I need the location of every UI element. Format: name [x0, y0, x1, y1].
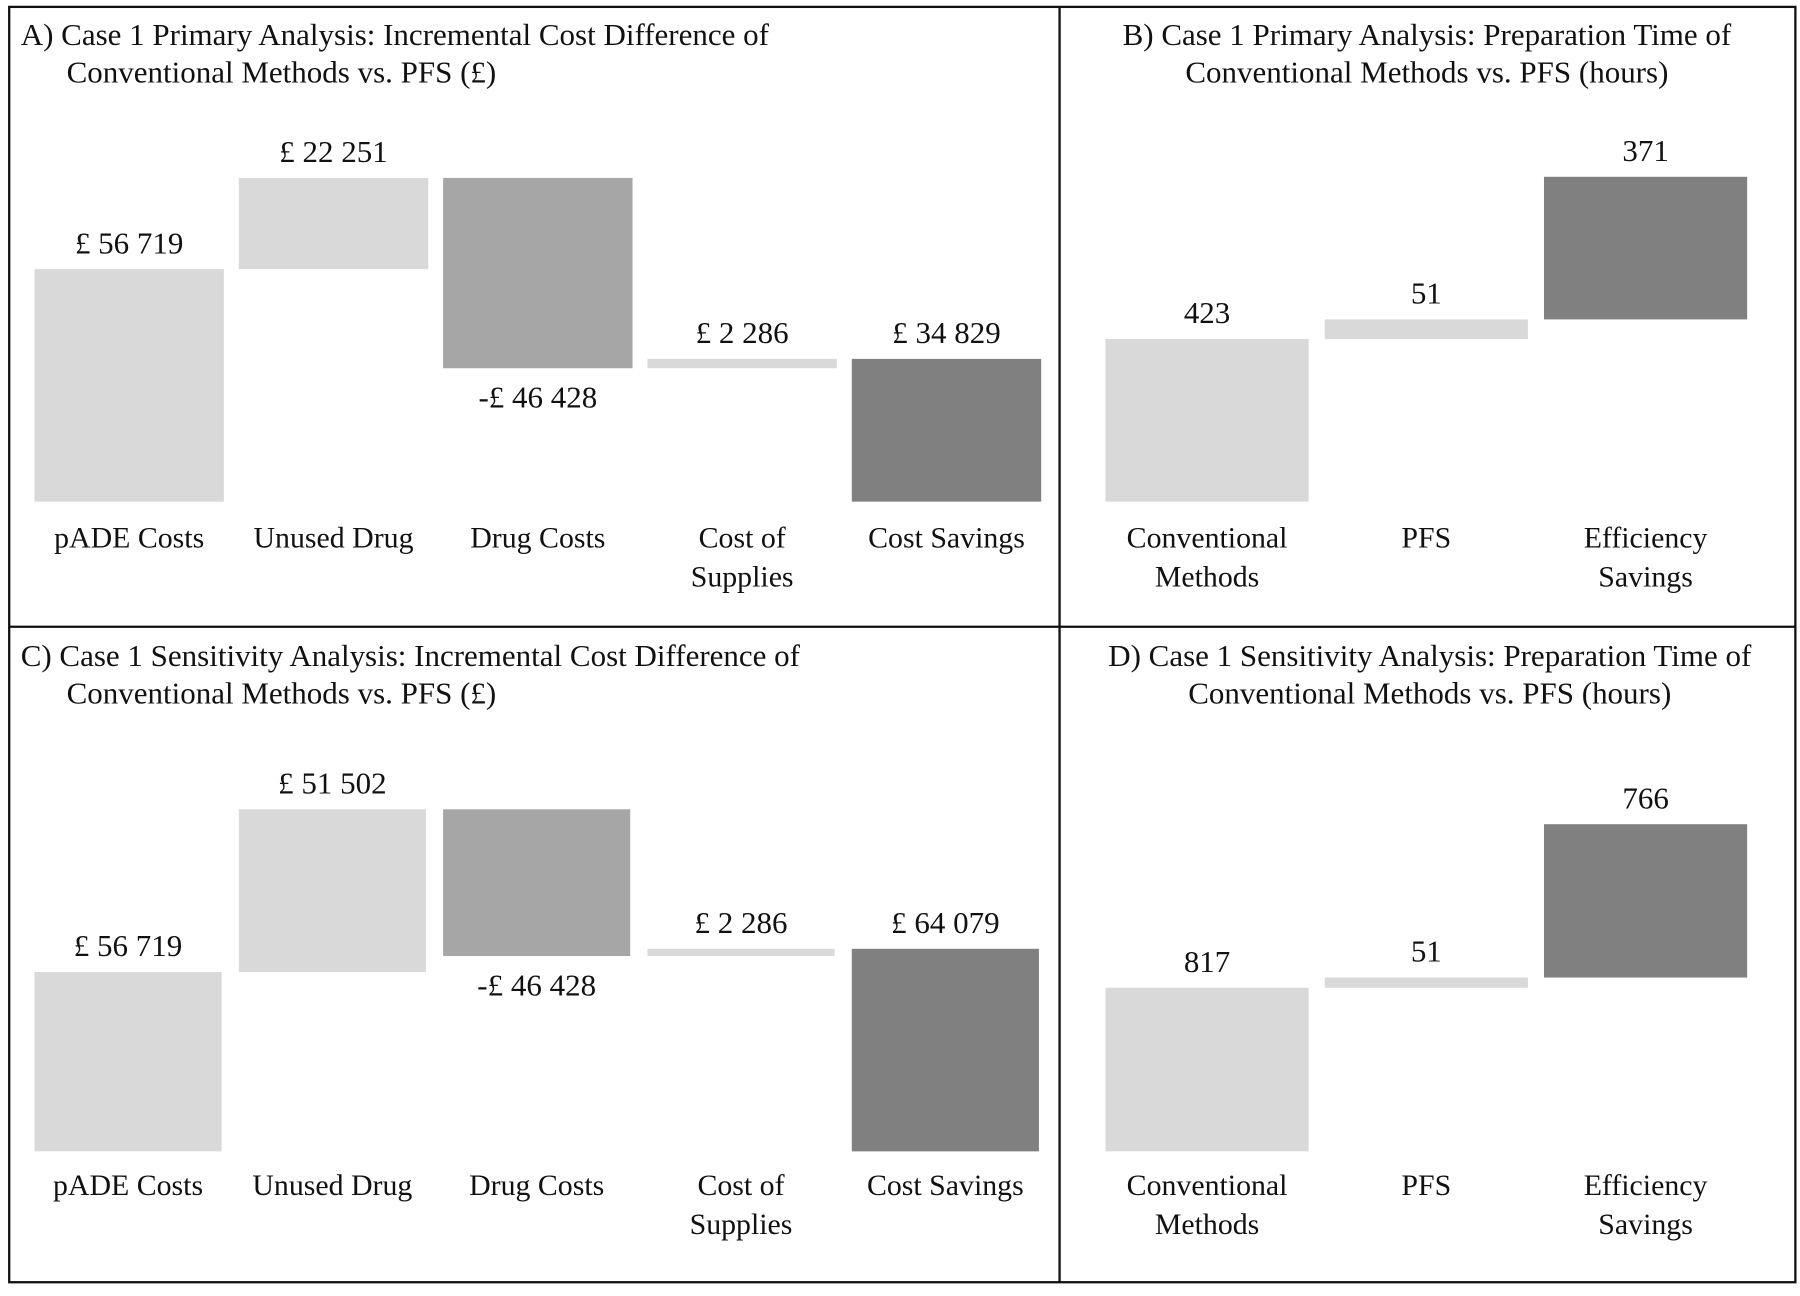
category-label-box: PFS	[1401, 1168, 1452, 1202]
category-label: Cost Savings	[866, 1168, 1024, 1202]
category-label-box: Cost Savings	[868, 521, 1025, 555]
category-label-box: Cost Savings	[866, 1168, 1024, 1202]
category-label: Conventional Methods	[1126, 521, 1288, 594]
value-label: £ 56 719	[75, 225, 183, 260]
chart-title: A) Case 1 Primary Analysis: Incremental …	[20, 17, 769, 90]
value-label: £ 22 251	[279, 134, 387, 169]
bar	[443, 809, 631, 957]
category-label: Cost Savings	[868, 521, 1025, 555]
chart-title-box: B) Case 1 Primary Analysis: Preparation …	[1122, 17, 1732, 90]
value-label: £ 64 079	[891, 905, 999, 940]
value-label: £ 34 829	[892, 315, 1000, 350]
category-label: pADE Costs	[52, 1168, 204, 1202]
bar	[1543, 824, 1748, 978]
value-label: £ 2 286	[695, 905, 788, 940]
category-label: Unused Drug	[253, 521, 414, 555]
bar	[647, 358, 837, 369]
value-label: -£ 46 428	[477, 967, 596, 1002]
category-label: pADE Costs	[54, 521, 205, 555]
bar	[34, 269, 224, 502]
category-label: Unused Drug	[252, 1168, 413, 1202]
category-label: Drug Costs	[470, 521, 606, 555]
bar	[443, 177, 633, 369]
bar	[1105, 987, 1309, 1152]
chart-title: B) Case 1 Primary Analysis: Preparation …	[1122, 17, 1732, 90]
category-label-box: Efficiency Savings	[1583, 521, 1708, 594]
value-label: £ 51 502	[278, 765, 386, 800]
category-label: Efficiency Savings	[1583, 1168, 1708, 1241]
value-label: -£ 46 428	[478, 379, 597, 414]
bar	[647, 948, 835, 957]
category-label-box: Conventional Methods	[1126, 521, 1288, 594]
category-label-box: Drug Costs	[470, 521, 606, 555]
category-label-box: PFS	[1401, 521, 1452, 555]
value-label: 51	[1411, 934, 1442, 969]
bar	[238, 809, 426, 973]
chart-title-box: D) Case 1 Sensitivity Analysis: Preparat…	[1108, 638, 1752, 711]
chart-title-box: C) Case 1 Sensitivity Analysis: Incremen…	[20, 638, 800, 711]
outer-border	[8, 5, 1797, 1284]
value-label: £ 2 286	[696, 315, 789, 350]
category-label: Efficiency Savings	[1583, 521, 1708, 594]
category-label-box: pADE Costs	[54, 521, 205, 555]
bar	[34, 972, 222, 1152]
bar	[851, 358, 1042, 502]
category-label-box: Cost of Supplies	[690, 521, 794, 594]
value-label: 371	[1622, 133, 1668, 168]
bar	[1543, 176, 1748, 320]
bar	[1105, 339, 1309, 502]
category-label-box: Cost of Supplies	[689, 1168, 793, 1241]
bar	[851, 948, 1039, 1152]
category-label-box: Conventional Methods	[1126, 1168, 1288, 1241]
value-label: 766	[1622, 780, 1668, 815]
category-label: PFS	[1401, 521, 1452, 555]
chart-title: D) Case 1 Sensitivity Analysis: Preparat…	[1108, 638, 1752, 711]
value-label: 423	[1184, 295, 1230, 330]
category-label: PFS	[1401, 1168, 1452, 1202]
chart-title-box: A) Case 1 Primary Analysis: Incremental …	[20, 17, 769, 90]
category-label-box: pADE Costs	[52, 1168, 204, 1202]
chart-title: C) Case 1 Sensitivity Analysis: Incremen…	[20, 638, 800, 711]
category-label: Cost of Supplies	[689, 1168, 793, 1241]
value-label: 51	[1411, 276, 1442, 311]
category-label: Conventional Methods	[1126, 1168, 1288, 1241]
category-label-box: Drug Costs	[469, 1168, 605, 1202]
bar	[1324, 319, 1528, 340]
bar	[238, 177, 429, 270]
category-label: Drug Costs	[469, 1168, 605, 1202]
category-label-box: Unused Drug	[252, 1168, 413, 1202]
value-label: 817	[1184, 944, 1230, 979]
category-label-box: Efficiency Savings	[1583, 1168, 1708, 1241]
category-label: Cost of Supplies	[690, 521, 794, 594]
bar	[1324, 977, 1528, 988]
category-label-box: Unused Drug	[253, 521, 414, 555]
value-label: £ 56 719	[74, 928, 182, 963]
